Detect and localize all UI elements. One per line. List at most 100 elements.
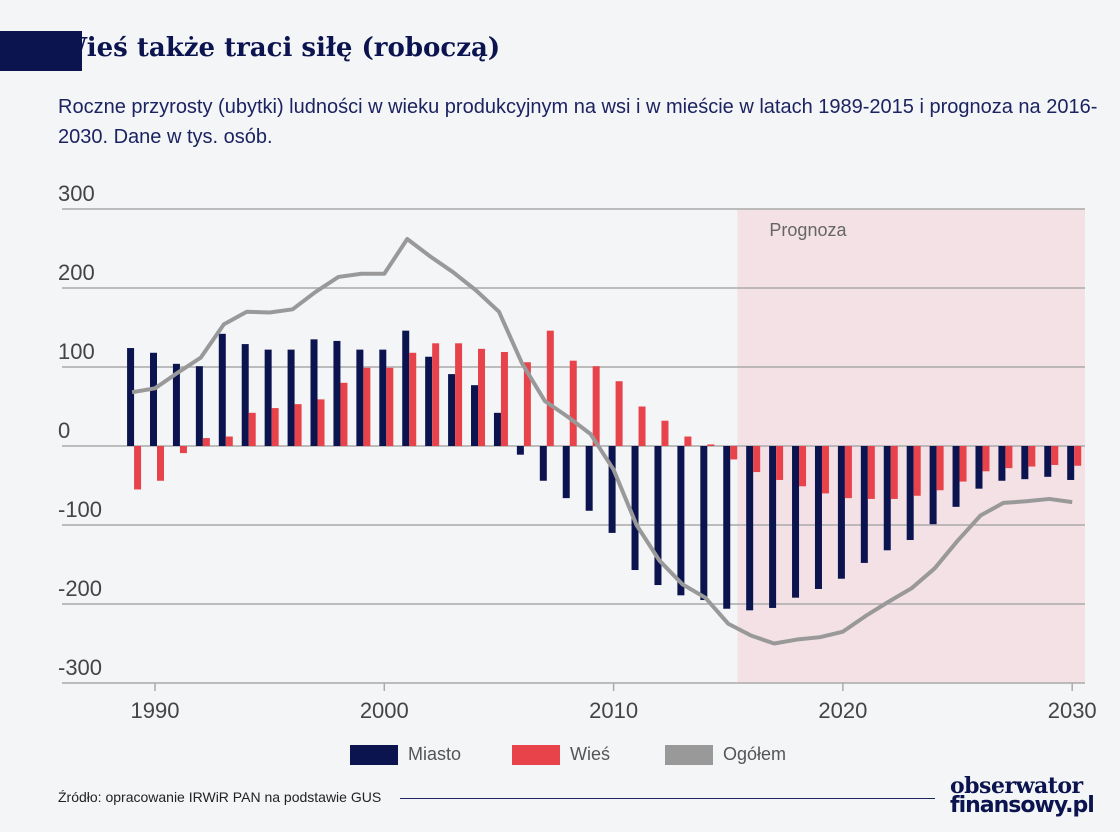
bar-wieś-1991 bbox=[179, 446, 187, 454]
x-tick-label: 2030 bbox=[1048, 698, 1097, 723]
bar-miasto-2015 bbox=[723, 446, 731, 609]
bar-miasto-2012 bbox=[654, 446, 662, 586]
bar-wieś-2026 bbox=[982, 446, 990, 472]
bar-wieś-2002 bbox=[432, 343, 440, 446]
y-tick-label: 0 bbox=[58, 418, 70, 443]
bar-wieś-1993 bbox=[225, 436, 233, 446]
bar-wieś-2012 bbox=[661, 420, 669, 446]
bar-wieś-1997 bbox=[317, 399, 325, 446]
bar-miasto-2025 bbox=[952, 446, 960, 507]
bar-miasto-2028 bbox=[1021, 446, 1029, 480]
bar-wieś-2028 bbox=[1028, 446, 1036, 467]
bar-miasto-2030 bbox=[1067, 446, 1075, 480]
bar-wieś-2015 bbox=[730, 446, 738, 460]
legend-swatch-miasto bbox=[350, 744, 398, 765]
bar-wieś-2001 bbox=[409, 352, 417, 446]
bar-wieś-2000 bbox=[386, 367, 394, 446]
bar-wieś-2024 bbox=[936, 446, 944, 491]
y-tick-label: -100 bbox=[58, 497, 102, 522]
legend-swatch-ogolem bbox=[665, 744, 713, 765]
legend: Miasto Wieś Ogółem bbox=[0, 744, 1120, 770]
bar-wieś-2019 bbox=[821, 446, 829, 494]
legend-label-wies: Wieś bbox=[570, 744, 610, 764]
bar-wieś-2010 bbox=[615, 381, 623, 446]
bar-miasto-2009 bbox=[585, 446, 593, 511]
y-tick-label: -200 bbox=[58, 576, 102, 601]
bar-miasto-2004 bbox=[471, 385, 479, 446]
bar-wieś-2022 bbox=[890, 446, 898, 499]
bar-miasto-2020 bbox=[837, 446, 845, 579]
bar-miasto-1996 bbox=[287, 349, 295, 446]
line-ogolem bbox=[131, 237, 1073, 646]
bar-wieś-2006 bbox=[523, 362, 531, 446]
bar-miasto-2016 bbox=[746, 446, 754, 611]
bar-miasto-2000 bbox=[379, 349, 387, 446]
bar-wieś-2013 bbox=[684, 436, 692, 446]
bar-miasto-2014 bbox=[700, 446, 708, 601]
bar-miasto-2011 bbox=[631, 446, 639, 571]
bar-wieś-2004 bbox=[478, 348, 486, 446]
bar-miasto-1990 bbox=[150, 352, 157, 446]
bar-miasto-2018 bbox=[792, 446, 800, 598]
forecast-label: Prognoza bbox=[769, 220, 847, 240]
bar-wieś-2003 bbox=[455, 343, 463, 446]
source-divider bbox=[400, 798, 935, 799]
y-tick-label: -300 bbox=[58, 655, 102, 680]
bar-wieś-2008 bbox=[569, 360, 577, 446]
bar-wieś-1996 bbox=[294, 404, 302, 446]
bar-miasto-1998 bbox=[333, 340, 341, 446]
bar-miasto-2024 bbox=[929, 446, 937, 525]
bar-wieś-1994 bbox=[248, 412, 256, 446]
logo-line2: finansowy.pl bbox=[950, 793, 1095, 818]
bar-miasto-2023 bbox=[906, 446, 914, 541]
bar-wieś-1992 bbox=[202, 438, 210, 446]
bar-miasto-2002 bbox=[425, 356, 433, 446]
x-tick-label: 1990 bbox=[131, 698, 180, 723]
chart-title: Wieś także traci siłę (roboczą) bbox=[58, 33, 501, 63]
bar-miasto-1994 bbox=[241, 344, 249, 446]
legend-label-ogolem: Ogółem bbox=[723, 744, 787, 764]
bar-miasto-2007 bbox=[539, 446, 547, 481]
x-tick-label: 2010 bbox=[589, 698, 638, 723]
bar-wieś-1989 bbox=[134, 446, 142, 490]
bar-miasto-2027 bbox=[998, 446, 1006, 481]
y-tick-label: 200 bbox=[58, 260, 95, 285]
bar-miasto-2001 bbox=[402, 330, 410, 446]
x-tick-label: 2000 bbox=[360, 698, 409, 723]
bar-wieś-2011 bbox=[638, 406, 646, 446]
bar-miasto-2013 bbox=[677, 446, 685, 596]
legend-swatch-wies bbox=[512, 744, 560, 765]
bar-wieś-2016 bbox=[753, 446, 761, 473]
bar-miasto-1989 bbox=[127, 348, 135, 446]
bar-miasto-1995 bbox=[264, 349, 272, 446]
source-note: Źródło: opracowanie IRWiR PAN na podstaw… bbox=[58, 789, 382, 805]
bar-wieś-2021 bbox=[867, 446, 875, 499]
legend-label-miasto: Miasto bbox=[408, 744, 462, 764]
y-tick-label: 300 bbox=[58, 181, 95, 206]
bar-miasto-1993 bbox=[218, 333, 226, 446]
bar-wieś-2030 bbox=[1074, 446, 1082, 466]
bar-wieś-1999 bbox=[363, 367, 371, 446]
bar-miasto-2017 bbox=[769, 446, 777, 608]
bar-wieś-2018 bbox=[799, 446, 807, 487]
bar-miasto-2005 bbox=[493, 412, 501, 446]
bar-miasto-2021 bbox=[860, 446, 868, 563]
bar-wieś-2025 bbox=[959, 446, 967, 482]
bar-wieś-1998 bbox=[340, 382, 348, 446]
bar-miasto-2006 bbox=[516, 446, 524, 455]
bar-wieś-2007 bbox=[546, 330, 554, 446]
bar-wieś-2029 bbox=[1051, 446, 1059, 465]
bar-wieś-2009 bbox=[592, 366, 600, 446]
bar-miasto-2010 bbox=[608, 446, 616, 533]
bar-miasto-2029 bbox=[1044, 446, 1052, 477]
bar-miasto-1999 bbox=[356, 349, 364, 446]
x-tick-label: 2020 bbox=[818, 698, 867, 723]
logo-line1: obserwator bbox=[950, 773, 1083, 799]
legend-item-wies: Wieś bbox=[512, 744, 610, 765]
bar-miasto-1991 bbox=[172, 363, 180, 446]
bar-wieś-2023 bbox=[913, 446, 921, 496]
bar-wieś-2005 bbox=[500, 351, 508, 446]
bar-wieś-2027 bbox=[1005, 446, 1013, 469]
logo: obserwator finansowy.pl bbox=[950, 773, 1095, 818]
